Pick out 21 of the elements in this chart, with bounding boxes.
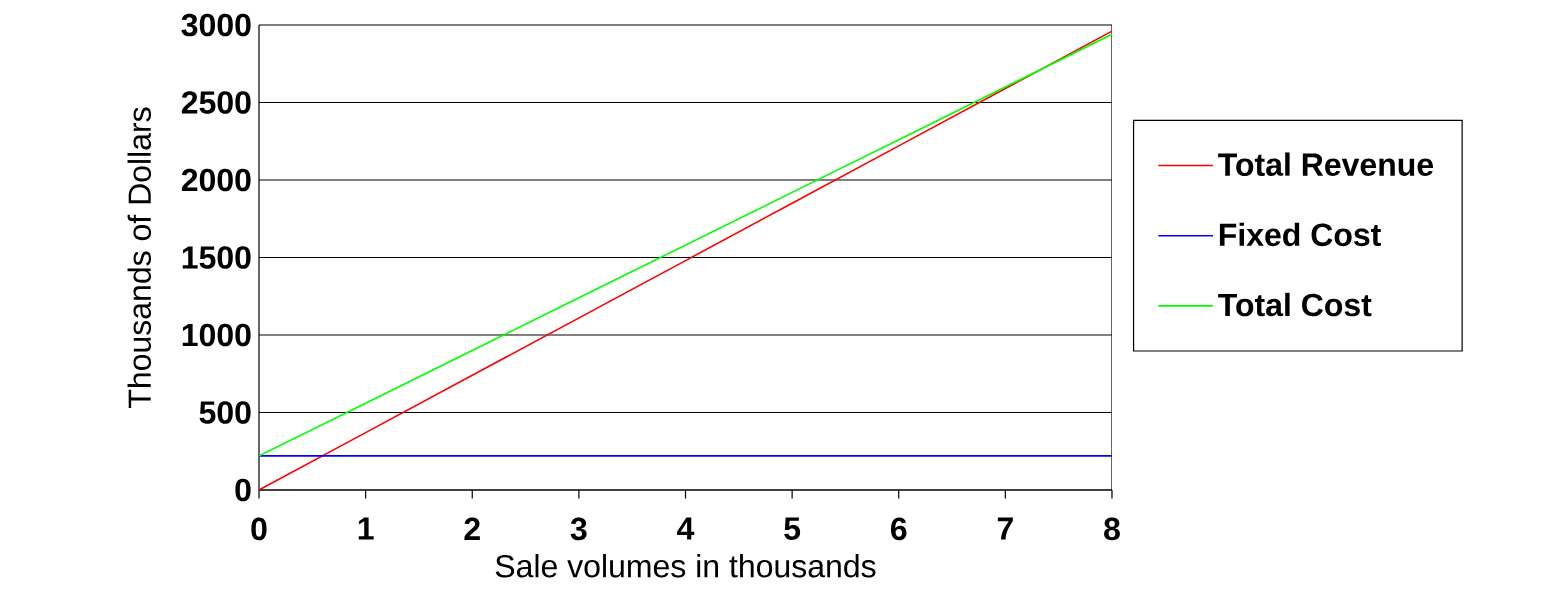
y-tick-label: 0 xyxy=(235,478,251,502)
x-tick-label: 3 xyxy=(570,517,587,541)
y-tick-label: 1500 xyxy=(182,246,251,269)
y-tick-label: 3000 xyxy=(181,13,251,37)
y-tick-label: 2500 xyxy=(181,91,251,114)
legend-label: Fixed Cost xyxy=(1219,222,1381,247)
x-tick-label: 7 xyxy=(997,517,1013,540)
x-tick-label: 1 xyxy=(358,517,374,540)
x-tick-label: 2 xyxy=(464,517,480,540)
y-tick-label: 500 xyxy=(199,401,251,424)
y-tick-label: 2000 xyxy=(181,168,251,192)
x-tick-label: 8 xyxy=(1104,517,1120,541)
x-axis-title: Sale volumes in thousands xyxy=(495,554,876,578)
y-tick-label: 1000 xyxy=(182,323,251,347)
legend-label: Total Cost xyxy=(1218,292,1372,317)
x-tick-label: 6 xyxy=(891,517,907,541)
x-tick-label: 4 xyxy=(677,517,695,540)
x-tick-label: 5 xyxy=(784,517,801,540)
y-axis-title: Thousands of Dollars xyxy=(127,107,152,408)
x-tick-label: 0 xyxy=(251,517,267,541)
legend-label: Total Revenue xyxy=(1218,152,1433,176)
